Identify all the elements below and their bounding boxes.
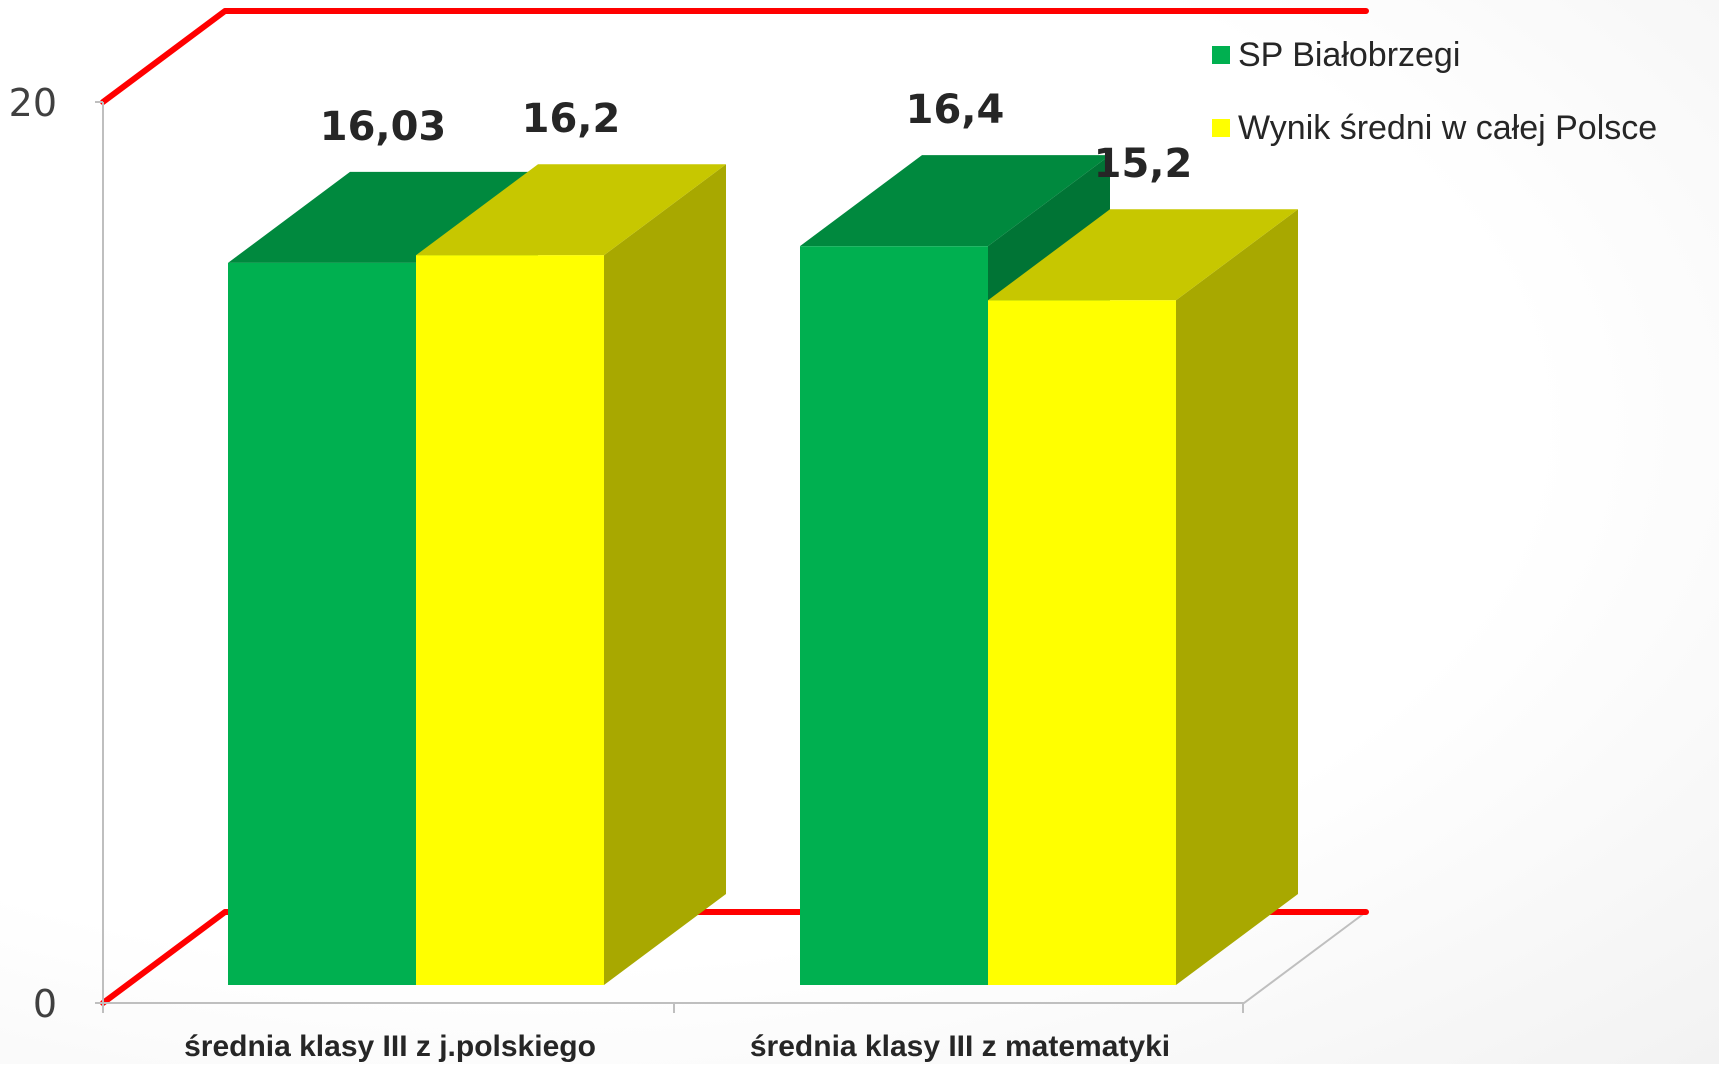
- bar-front-face: [800, 246, 988, 985]
- bar-front-face: [988, 300, 1176, 985]
- bar-front-face: [416, 255, 604, 985]
- x-category-label: średnia klasy III z matematyki: [750, 1030, 1170, 1063]
- y-tick-label: 20: [9, 81, 57, 125]
- data-labels: 16,03 16,4 16,2 15,2: [320, 87, 1193, 187]
- data-label: 15,2: [1094, 141, 1193, 187]
- legend-label: SP Białobrzegi: [1238, 36, 1460, 74]
- bar-side-face: [1176, 209, 1298, 986]
- legend-swatch: [1212, 119, 1230, 137]
- legend: SP Białobrzegi Wynik średni w całej Polsc…: [1212, 36, 1657, 147]
- axes: 0 20 średnia klasy III z j.polskiego średni…: [9, 81, 1244, 1063]
- bar-front-face: [228, 262, 416, 985]
- data-label: 16,4: [906, 87, 1005, 133]
- bar: [416, 164, 726, 985]
- bar-top-face: [416, 164, 726, 256]
- bar-top-face: [800, 155, 1110, 247]
- bars: [228, 155, 1298, 986]
- y-tick-label: 0: [33, 982, 57, 1026]
- bar-top-face: [228, 171, 538, 263]
- x-category-label: średnia klasy III z j.polskiego: [184, 1030, 596, 1063]
- data-label: 16,2: [522, 96, 621, 142]
- legend-label: Wynik średni w całej Polsce: [1238, 109, 1657, 147]
- bar: [988, 209, 1298, 986]
- data-label: 16,03: [320, 104, 447, 150]
- legend-swatch: [1212, 46, 1230, 64]
- bar-top-face: [988, 209, 1298, 301]
- reference-line-max: [100, 8, 1369, 105]
- bar-side-face: [604, 164, 726, 985]
